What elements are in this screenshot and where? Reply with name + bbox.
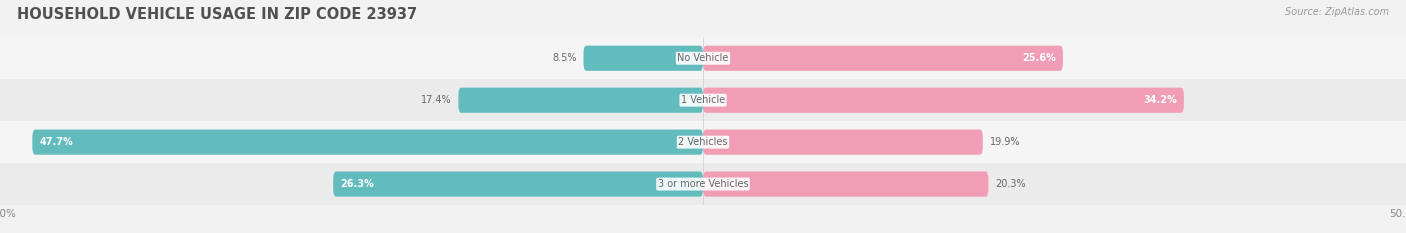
Text: 19.9%: 19.9% (990, 137, 1021, 147)
FancyBboxPatch shape (703, 88, 1184, 113)
Bar (0, 121, 1406, 163)
Text: 17.4%: 17.4% (420, 95, 451, 105)
Text: 47.7%: 47.7% (39, 137, 73, 147)
FancyBboxPatch shape (703, 171, 988, 197)
Bar (0, 79, 1406, 121)
Bar (0, 163, 1406, 205)
Text: HOUSEHOLD VEHICLE USAGE IN ZIP CODE 23937: HOUSEHOLD VEHICLE USAGE IN ZIP CODE 2393… (17, 7, 418, 22)
Text: 3 or more Vehicles: 3 or more Vehicles (658, 179, 748, 189)
FancyBboxPatch shape (32, 130, 703, 155)
Text: 2 Vehicles: 2 Vehicles (678, 137, 728, 147)
Text: 20.3%: 20.3% (995, 179, 1026, 189)
FancyBboxPatch shape (458, 88, 703, 113)
Text: 25.6%: 25.6% (1022, 53, 1056, 63)
Text: No Vehicle: No Vehicle (678, 53, 728, 63)
Text: 8.5%: 8.5% (553, 53, 576, 63)
Bar (0, 37, 1406, 79)
Text: Source: ZipAtlas.com: Source: ZipAtlas.com (1285, 7, 1389, 17)
Text: 26.3%: 26.3% (340, 179, 374, 189)
Text: 34.2%: 34.2% (1143, 95, 1177, 105)
FancyBboxPatch shape (333, 171, 703, 197)
FancyBboxPatch shape (583, 46, 703, 71)
Text: 1 Vehicle: 1 Vehicle (681, 95, 725, 105)
FancyBboxPatch shape (703, 130, 983, 155)
FancyBboxPatch shape (703, 46, 1063, 71)
